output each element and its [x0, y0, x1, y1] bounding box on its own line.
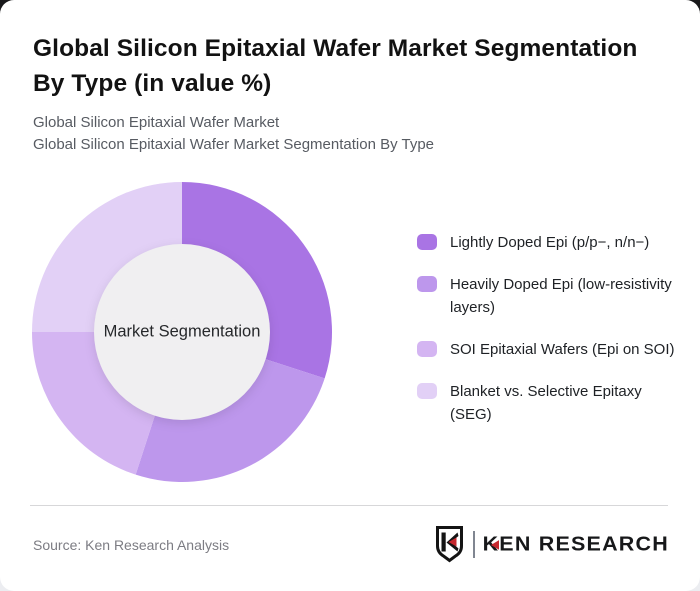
- donut-inner-circle: [94, 244, 270, 420]
- donut-chart: Market Segmentation: [32, 182, 332, 482]
- legend-item[interactable]: Blanket vs. Selective Epitaxy (SEG): [417, 380, 675, 426]
- subtitle-line-2: Global Silicon Epitaxial Wafer Market Se…: [33, 135, 435, 153]
- source-note: Source: Ken Research Analysis: [33, 537, 230, 553]
- legend-label: Blanket vs. Selective Epitaxy (SEG): [450, 383, 642, 423]
- donut-segment[interactable]: [32, 332, 156, 475]
- legend-item[interactable]: SOI Epitaxial Wafers (Epi on SOI): [417, 338, 675, 361]
- legend-swatch: [417, 383, 437, 399]
- legend-swatch: [417, 234, 437, 250]
- legend-swatch: [417, 276, 437, 292]
- legend-swatch: [417, 341, 437, 357]
- subtitle-line-1: Global Silicon Epitaxial Wafer Market: [33, 114, 280, 131]
- footer-divider: [30, 505, 668, 506]
- chart-title: Global Silicon Epitaxial Wafer Market Se…: [33, 35, 638, 97]
- donut-segment[interactable]: [32, 182, 182, 332]
- donut-segment[interactable]: [135, 358, 325, 482]
- legend-item[interactable]: Lightly Doped Epi (p/p−, n/n−): [417, 231, 675, 254]
- logo-letter-k: K: [482, 532, 500, 556]
- legend-label: Heavily Doped Epi (low-resistivity layer…: [450, 276, 672, 316]
- ken-research-logo: KEN RESEARCH: [433, 525, 669, 563]
- logo-separator: [472, 530, 475, 558]
- donut-center-label: Market Segmentation: [103, 322, 261, 341]
- ken-research-shield-icon: [435, 526, 463, 563]
- chart-subtitle: Global Silicon Epitaxial Wafer Market Gl…: [33, 112, 673, 155]
- legend-item[interactable]: Heavily Doped Epi (low-resistivity layer…: [417, 273, 675, 319]
- logo-wordmark: KEN RESEARCH: [483, 532, 669, 556]
- legend-label: Lightly Doped Epi (p/p−, n/n−): [450, 234, 650, 251]
- legend: Lightly Doped Epi (p/p−, n/n−) Heavily Do…: [417, 231, 675, 445]
- legend-label: SOI Epitaxial Wafers (Epi on SOI): [450, 341, 675, 358]
- logo-text-rest: EN RESEARCH: [499, 532, 669, 556]
- donut-segment[interactable]: [182, 182, 332, 379]
